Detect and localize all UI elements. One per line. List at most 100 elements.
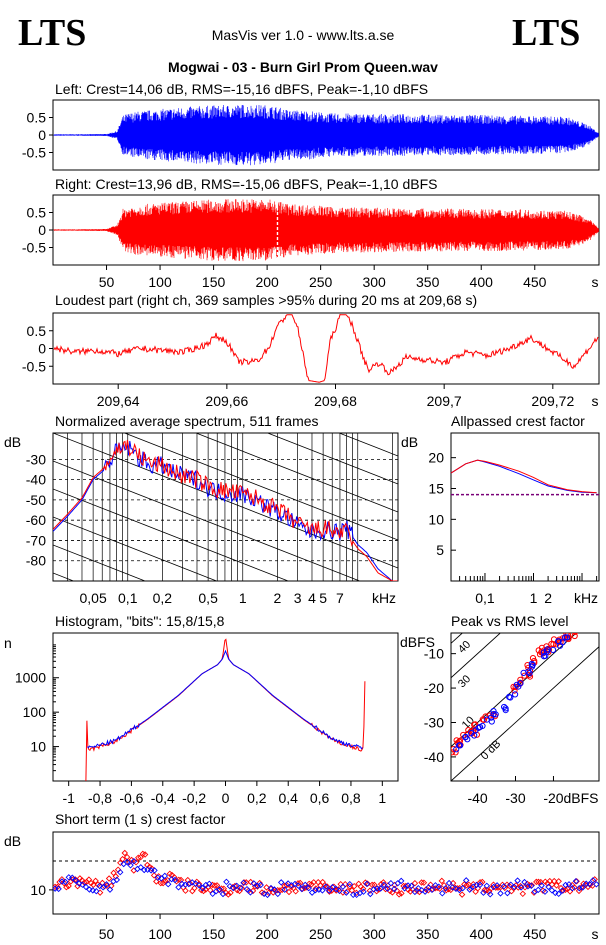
peak-vs-rms-xtick-label: -30	[505, 790, 525, 806]
peak-vs-rms-ylabel: dBFS	[400, 634, 435, 650]
short-term-crest-blue-point	[305, 884, 312, 892]
short-term-crest-blue-point	[394, 880, 401, 887]
short-term-crest-red-point	[440, 882, 448, 889]
histogram-xtick-label: 0,8	[341, 790, 361, 806]
peak-vs-rms-blue-point	[526, 670, 533, 677]
short-term-crest-xunit: s	[592, 926, 599, 942]
short-term-crest-blue-point	[236, 884, 244, 892]
short-term-crest-blue-point	[391, 885, 398, 893]
peak-vs-rms-title: Peak vs RMS level	[451, 613, 568, 629]
left-waveform-title: Left: Crest=14,06 dB, RMS=-15,16 dBFS, P…	[55, 81, 428, 97]
short-term-crest-blue-point	[510, 883, 518, 891]
short-term-crest-red-point	[292, 888, 299, 895]
spectrum-red-series	[53, 439, 398, 581]
peak-vs-rms-red-point	[548, 640, 555, 648]
right-waveform-xtick-label: 250	[309, 274, 333, 290]
right-waveform-xtick-label: 400	[470, 274, 494, 290]
spectrum-ytick-label: -40	[26, 472, 46, 488]
short-term-crest-blue-point	[113, 876, 121, 884]
peak-vs-rms-red-point	[482, 713, 489, 720]
peak-vs-rms-blue-point	[453, 746, 460, 753]
allpassed-crest-xunit: kHz	[574, 590, 598, 606]
peak-vs-rms-red-point	[480, 716, 488, 724]
short-term-crest-blue-point	[552, 889, 559, 897]
short-term-crest-blue-point	[301, 881, 309, 889]
short-term-crest-red-point	[555, 878, 562, 885]
peak-vs-rms-blue-point	[559, 639, 566, 646]
short-term-crest-blue-point	[295, 882, 302, 889]
lts-logo-right: LTS	[512, 12, 580, 54]
short-term-crest-red-point	[458, 891, 466, 898]
short-term-crest-blue-point	[315, 886, 323, 893]
short-term-crest-blue-point	[72, 877, 79, 884]
spectrum-xtick-label: 3	[294, 590, 302, 606]
short-term-crest-blue-point	[442, 884, 449, 892]
short-term-crest-red-point	[153, 878, 160, 885]
peak-vs-rms-red-point	[451, 745, 457, 753]
loudest-part-xtick-label: 209,72	[531, 393, 574, 409]
short-term-crest-xtick-label: 100	[148, 926, 172, 942]
short-term-crest-red-point	[278, 886, 286, 894]
short-term-crest-red-point	[494, 884, 502, 891]
loudest-part-ytick-label: 0	[38, 341, 46, 357]
short-term-crest-blue-point	[137, 864, 145, 871]
short-term-crest-red-point	[470, 880, 477, 888]
histogram-panel: 10 100 1000 -1 -0,8 -0,6 -0,4 -0,2 0 0,2 0,4 0,6 0,8…	[15, 632, 399, 806]
peak-vs-rms-blue-point	[544, 646, 551, 653]
short-term-crest-blue-point	[528, 882, 535, 890]
peak-vs-rms-blue-point	[512, 691, 519, 698]
short-term-crest-blue-point	[473, 881, 480, 889]
right-waveform-xtick-label: 100	[148, 274, 172, 290]
loudest-part-title: Loudest part (right ch, 369 samples >95%…	[55, 292, 477, 308]
short-term-crest-blue-point	[82, 883, 90, 891]
allpassed-crest-ytick-label: 20	[428, 450, 444, 466]
short-term-crest-title: Short term (1 s) crest factor	[55, 811, 226, 827]
short-term-crest-red-point	[546, 877, 554, 885]
peak-vs-rms-ytick-label: -40	[424, 749, 444, 765]
short-term-crest-blue-point	[58, 878, 66, 885]
spectrum-slope-line	[53, 544, 147, 581]
short-term-crest-red-point	[287, 883, 295, 891]
spectrum-ylabel: dB	[4, 434, 21, 450]
short-term-crest-red-point	[355, 880, 362, 888]
short-term-crest-blue-point	[55, 885, 62, 893]
spectrum-slope-line	[53, 516, 218, 581]
spectrum-xtick-label: 0,1	[118, 590, 138, 606]
short-term-crest-red-point	[539, 887, 547, 894]
short-term-crest-blue-point	[260, 890, 268, 898]
right-waveform-xtick-label: 50	[99, 274, 115, 290]
spectrum-xtick-label: 2	[273, 590, 281, 606]
short-term-crest-red-point	[191, 884, 198, 892]
short-term-crest-red-point	[258, 889, 266, 896]
short-term-crest-blue-point	[206, 880, 213, 888]
short-term-crest-blue-point	[274, 890, 282, 898]
spectrum-ytick-label: -60	[26, 512, 46, 528]
short-term-crest-blue-point	[339, 883, 347, 890]
spectrum-slope-line	[53, 460, 361, 581]
short-term-crest-red-point	[231, 882, 239, 890]
allpassed-crest-red	[450, 459, 597, 494]
short-term-crest-blue-point	[140, 866, 148, 874]
short-term-crest-red-point	[395, 891, 403, 898]
short-term-crest-blue-point	[298, 885, 306, 893]
short-term-crest-blue-point	[116, 868, 124, 876]
spectrum-ytick-label: -50	[26, 492, 46, 508]
short-term-crest-red-point	[326, 888, 333, 895]
short-term-crest-blue-point	[589, 877, 597, 884]
short-term-crest-ytick-label: 10	[30, 882, 46, 898]
short-term-crest-blue-point	[65, 874, 73, 881]
histogram-ylabel: n	[4, 635, 12, 651]
short-term-crest-red-point	[472, 888, 479, 895]
short-term-crest-blue-point	[250, 880, 258, 887]
short-term-crest-red-point	[481, 886, 488, 894]
short-term-crest-red-point	[515, 884, 522, 891]
short-term-crest-blue-point	[380, 881, 388, 889]
short-term-crest-blue-point	[69, 874, 76, 881]
short-term-crest-blue-point	[319, 887, 326, 894]
short-term-crest-blue-point	[178, 880, 186, 888]
short-term-crest-blue-point	[493, 882, 501, 889]
short-term-crest-red-point	[175, 876, 183, 884]
short-term-crest-red-point	[348, 887, 356, 894]
short-term-crest-blue-point	[264, 891, 271, 899]
